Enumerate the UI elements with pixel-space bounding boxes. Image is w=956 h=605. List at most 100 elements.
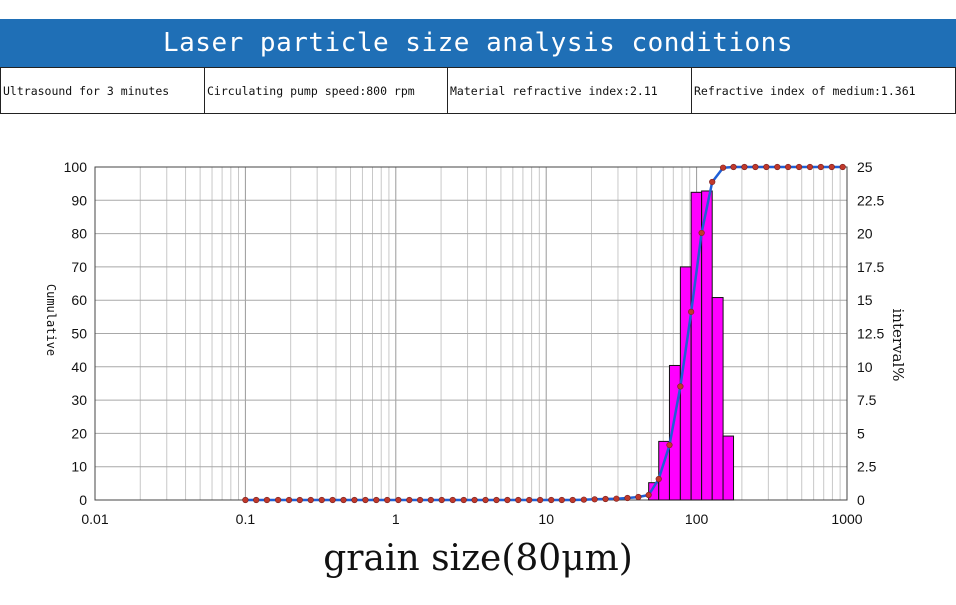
left-axis-label: Cumulative: [44, 284, 58, 356]
cumulative-point: [242, 496, 249, 504]
left-axis: 0 10 20 30 40 50 60 70 80 90 100: [64, 159, 88, 508]
cumulative-point: [275, 496, 282, 504]
right-tick-label: 2.5: [857, 459, 877, 475]
cumulative-point: [688, 308, 695, 315]
cumulative-point: [340, 496, 347, 504]
cumulative-point: [504, 496, 511, 504]
cumulative-point: [384, 496, 391, 504]
cumulative-point: [635, 493, 642, 501]
cumulative-point: [795, 163, 803, 171]
cumulative-point: [698, 229, 705, 237]
cumulative-point: [839, 163, 846, 171]
left-tick-label: 60: [71, 292, 87, 308]
particle-size-chart: 0 10 20 30 40 50 60 70 80 90 100 0 2.5 5 7.5 10 12.5 15 1…: [44, 159, 907, 527]
left-tick-label: 30: [71, 392, 87, 408]
cumulative-point: [253, 496, 260, 504]
cumulative-point: [482, 496, 489, 504]
cumulative-point: [730, 163, 737, 171]
condition-ultrasound: Ultrasound for 3 minutes: [0, 68, 204, 113]
right-axis-label: interval%: [889, 308, 907, 381]
interval-bars: [648, 190, 735, 501]
cumulative-point: [362, 496, 369, 504]
cumulative-point: [406, 496, 413, 504]
cumulative-curve: [242, 163, 846, 504]
cumulative-point: [752, 163, 759, 171]
x-tick-label: 0.1: [236, 511, 256, 527]
title-banner: Laser particle size analysis conditions: [0, 19, 956, 67]
left-tick-label: 10: [71, 459, 87, 475]
interval-bar: [722, 435, 735, 501]
cumulative-point: [709, 178, 716, 186]
cumulative-point: [828, 163, 835, 171]
cumulative-point: [296, 496, 303, 504]
cumulative-point: [526, 496, 533, 504]
right-tick-label: 0: [857, 492, 865, 508]
right-tick-label: 20: [857, 226, 873, 242]
x-tick-label: 0.01: [81, 511, 108, 527]
cumulative-point: [515, 496, 522, 504]
cumulative-point: [318, 496, 325, 504]
x-tick-label: 100: [685, 511, 709, 527]
cumulative-point: [569, 496, 576, 504]
right-axis: 0 2.5 5 7.5 10 12.5 15 17.5 20 22.5 25: [857, 159, 884, 508]
left-tick-label: 80: [71, 226, 87, 242]
x-tick-label: 10: [538, 511, 554, 527]
cumulative-point: [416, 496, 424, 504]
cumulative-point: [307, 496, 314, 504]
right-tick-label: 10: [857, 359, 873, 375]
condition-pump-speed: Circulating pump speed:800 rpm: [204, 68, 447, 113]
left-tick-label: 90: [71, 192, 87, 208]
right-tick-label: 5: [857, 425, 865, 441]
cumulative-point: [741, 163, 748, 171]
cumulative-point: [677, 383, 684, 390]
cumulative-point: [591, 496, 598, 503]
cumulative-point: [351, 496, 358, 504]
cumulative-point: [719, 164, 727, 171]
right-tick-label: 25: [857, 159, 873, 175]
cumulative-point: [395, 496, 402, 504]
cumulative-point: [774, 163, 781, 171]
cumulative-point: [493, 496, 500, 504]
condition-medium-index: Refractive index of medium:1.361: [691, 68, 956, 113]
cumulative-point: [427, 496, 434, 504]
cumulative-point: [580, 496, 587, 503]
cumulative-point: [763, 163, 770, 171]
cumulative-point: [460, 496, 467, 504]
right-tick-label: 7.5: [857, 392, 877, 408]
left-tick-label: 100: [64, 159, 88, 175]
left-tick-label: 0: [79, 492, 87, 508]
left-tick-label: 50: [71, 326, 87, 342]
cumulative-point: [655, 475, 662, 483]
x-axis: 0.01 0.1 1 10 100 1000: [81, 511, 862, 527]
cumulative-point: [806, 163, 814, 171]
right-tick-label: 17.5: [857, 259, 884, 275]
right-tick-label: 15: [857, 292, 873, 308]
condition-material-index: Material refractive index:2.11: [447, 68, 691, 113]
cumulative-point: [666, 441, 673, 449]
cumulative-point: [817, 163, 824, 171]
cumulative-point: [263, 496, 271, 504]
right-tick-label: 22.5: [857, 192, 884, 208]
left-tick-label: 20: [71, 425, 87, 441]
cumulative-point: [645, 491, 652, 499]
cumulative-point: [438, 496, 445, 504]
banner-title: Laser particle size analysis conditions: [163, 28, 793, 58]
conditions-row: Ultrasound for 3 minutes Circulating pum…: [0, 67, 956, 114]
cumulative-point: [329, 496, 336, 504]
x-tick-label: 1: [392, 511, 400, 527]
cumulative-point: [548, 496, 555, 504]
cumulative-point: [285, 496, 293, 504]
cumulative-point: [471, 496, 478, 504]
x-tick-label: 1000: [831, 511, 862, 527]
right-tick-label: 12.5: [857, 326, 884, 342]
cumulative-point: [373, 496, 380, 504]
left-tick-label: 40: [71, 359, 87, 375]
cumulative-point: [558, 496, 565, 504]
cumulative-point: [602, 495, 609, 503]
cumulative-point: [449, 496, 456, 504]
cumulative-point: [613, 495, 620, 502]
grid: [94, 166, 847, 501]
left-tick-label: 70: [71, 259, 87, 275]
cumulative-point: [537, 496, 544, 504]
cumulative-point: [785, 163, 792, 171]
